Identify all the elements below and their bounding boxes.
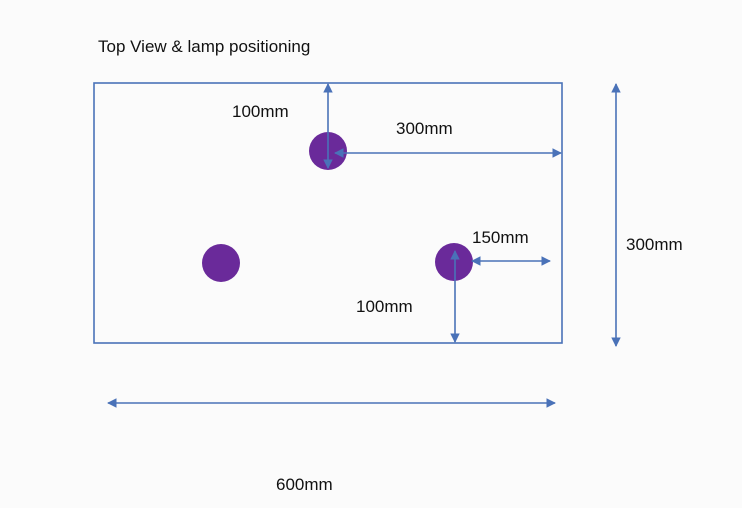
diagram-title: Top View & lamp positioning: [98, 37, 311, 56]
top-lamp-to-right-edge-label: 300mm: [396, 119, 453, 138]
right-lamp-to-bottom-edge-label: 100mm: [356, 297, 413, 316]
right-lamp-to-right-edge-label: 150mm: [472, 228, 529, 247]
overall-width-label: 600mm: [276, 475, 333, 494]
left-lamp: [202, 244, 240, 282]
top-lamp-to-top-edge-label: 100mm: [232, 102, 289, 121]
right-lamp: [435, 243, 473, 281]
top-view-outline: [93, 82, 563, 344]
overall-height-label: 300mm: [626, 235, 683, 254]
